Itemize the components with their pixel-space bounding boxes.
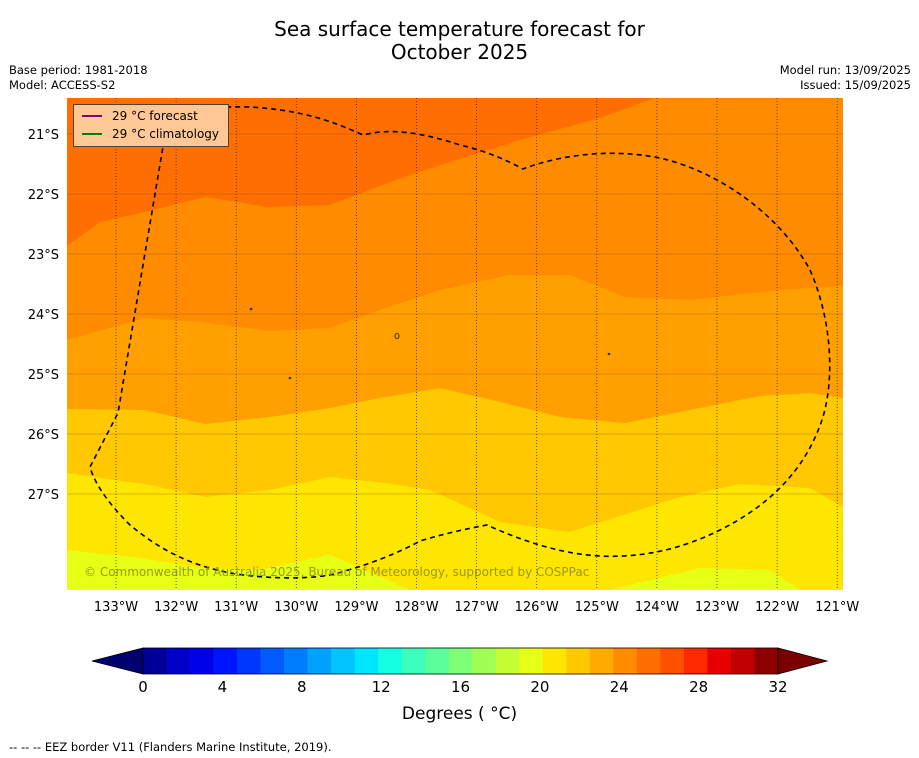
colorbar-swatch: [237, 648, 261, 674]
colorbar-swatch: [519, 648, 544, 674]
colorbar-upper-extend: [777, 647, 829, 675]
lat-tick-label: 24°S: [28, 308, 59, 323]
model-name: Model: ACCESS-S2: [9, 78, 116, 92]
colorbar-swatch: [166, 648, 191, 674]
lat-tick-label: 22°S: [28, 188, 59, 203]
colorbar-swatch: [401, 648, 426, 674]
legend-label-forecast: 29 °C forecast: [112, 109, 198, 123]
lon-tick-label: 127°W: [455, 600, 499, 615]
colorbar-label: Degrees ( °C): [401, 704, 518, 724]
colorbar-swatch: [143, 648, 167, 674]
title-line-2: October 2025: [390, 40, 529, 64]
island-marker: [607, 352, 611, 356]
lon-tick-label: 133°W: [94, 600, 138, 615]
map-title: Sea surface temperature forecast for Oct…: [0, 18, 919, 64]
lon-tick-label: 123°W: [695, 600, 739, 615]
colorbar-swatch: [589, 648, 614, 674]
colorbar-swatch: [190, 648, 214, 674]
legend-item-forecast: 29 °C forecast: [82, 108, 198, 124]
colorbar-swatch: [495, 648, 520, 674]
colorbar-swatch: [448, 648, 473, 674]
lon-tick-label: 129°W: [334, 600, 378, 615]
eez-footnote: -- -- -- EEZ border V11 (Flanders Marine…: [9, 740, 332, 754]
colorbar-swatch: [284, 648, 308, 674]
lat-tick-label: 23°S: [28, 248, 59, 263]
colorbar: 0 4 8 12 16 20 24 28 32: [91, 647, 829, 696]
colorbar-swatch: [730, 648, 755, 674]
legend-label-climatology: 29 °C climatology: [112, 127, 220, 141]
colorbar-swatch: [378, 648, 403, 674]
map-legend: 29 °C forecast 29 °C climatology: [73, 104, 229, 147]
x-axis: 133°W 132°W 131°W 130°W 129°W 128°W 127°W 126°W…: [94, 600, 860, 615]
colorbar-swatch: [425, 648, 450, 674]
island-marker: [249, 307, 253, 311]
island-marker: [394, 333, 400, 339]
lon-tick-label: 125°W: [575, 600, 619, 615]
base-period: Base period: 1981-2018: [9, 63, 148, 77]
colorbar-tick-label: 8: [297, 678, 307, 696]
island-marker: [288, 376, 292, 380]
colorbar-swatch: [472, 648, 497, 674]
colorbar-swatch: [613, 648, 638, 674]
meta-right: Model run: 13/09/2025 Issued: 15/09/2025: [780, 63, 911, 93]
lon-tick-label: 121°W: [815, 600, 859, 615]
lon-tick-label: 122°W: [755, 600, 799, 615]
colorbar-swatch: [636, 648, 661, 674]
lon-tick-label: 132°W: [154, 600, 198, 615]
lat-tick-label: 25°S: [28, 368, 59, 383]
legend-swatch-climatology: [82, 133, 102, 135]
lon-tick-label: 131°W: [214, 600, 258, 615]
meta-left: Base period: 1981-2018 Model: ACCESS-S2: [9, 63, 148, 93]
eez-border: [89, 106, 831, 579]
colorbar-swatch: [260, 648, 285, 674]
sst-contour-bands: [67, 98, 843, 590]
lon-tick-label: 128°W: [394, 600, 438, 615]
model-run: Model run: 13/09/2025: [779, 63, 911, 77]
colorbar-tick-label: 28: [689, 678, 708, 696]
colorbar-tick-label: 4: [218, 678, 228, 696]
colorbar-swatch: [354, 648, 379, 674]
colorbar-frame: [142, 647, 779, 675]
copyright-notice: © Commonwealth of Australia 2025, Bureau…: [84, 565, 590, 579]
lon-tick-label: 124°W: [635, 600, 679, 615]
colorbar-swatch: [754, 648, 779, 674]
lat-tick-label: 27°S: [28, 488, 59, 503]
issued-date: Issued: 15/09/2025: [800, 78, 911, 92]
legend-item-climatology: 29 °C climatology: [82, 126, 219, 142]
graticule-lines: [67, 98, 843, 590]
colorbar-tick-label: 24: [610, 678, 629, 696]
colorbar-tick-label: 20: [530, 678, 549, 696]
colorbar-swatch: [213, 648, 238, 674]
colorbar-tick-label: 16: [451, 678, 470, 696]
colorbar-tick-label: 32: [768, 678, 787, 696]
colorbar-swatch: [707, 648, 732, 674]
lat-tick-label: 21°S: [28, 128, 59, 143]
lon-tick-label: 130°W: [274, 600, 318, 615]
colorbar-swatch: [331, 648, 355, 674]
colorbar-swatch: [566, 648, 591, 674]
title-line-1: Sea surface temperature forecast for: [274, 17, 645, 41]
colorbar-swatch: [683, 648, 708, 674]
colorbar-lower-extend: [91, 647, 144, 675]
lon-tick-label: 126°W: [515, 600, 559, 615]
colorbar-swatch: [542, 648, 567, 674]
island-markers: [249, 307, 611, 380]
lat-tick-label: 26°S: [28, 428, 59, 443]
y-axis: 21°S 22°S 23°S 24°S 25°S 26°S 27°S: [28, 128, 59, 503]
legend-swatch-forecast: [82, 115, 102, 117]
colorbar-tick-label: 0: [138, 678, 148, 696]
colorbar-tick-label: 12: [372, 678, 391, 696]
colorbar-swatch: [307, 648, 332, 674]
colorbar-swatch: [660, 648, 685, 674]
